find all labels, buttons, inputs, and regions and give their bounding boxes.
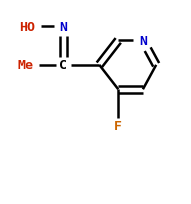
Text: N: N <box>59 21 67 33</box>
Text: C: C <box>59 59 67 72</box>
Text: N: N <box>139 35 147 48</box>
Text: HO: HO <box>19 21 35 33</box>
Text: F: F <box>114 120 122 133</box>
Text: Me: Me <box>17 59 33 72</box>
